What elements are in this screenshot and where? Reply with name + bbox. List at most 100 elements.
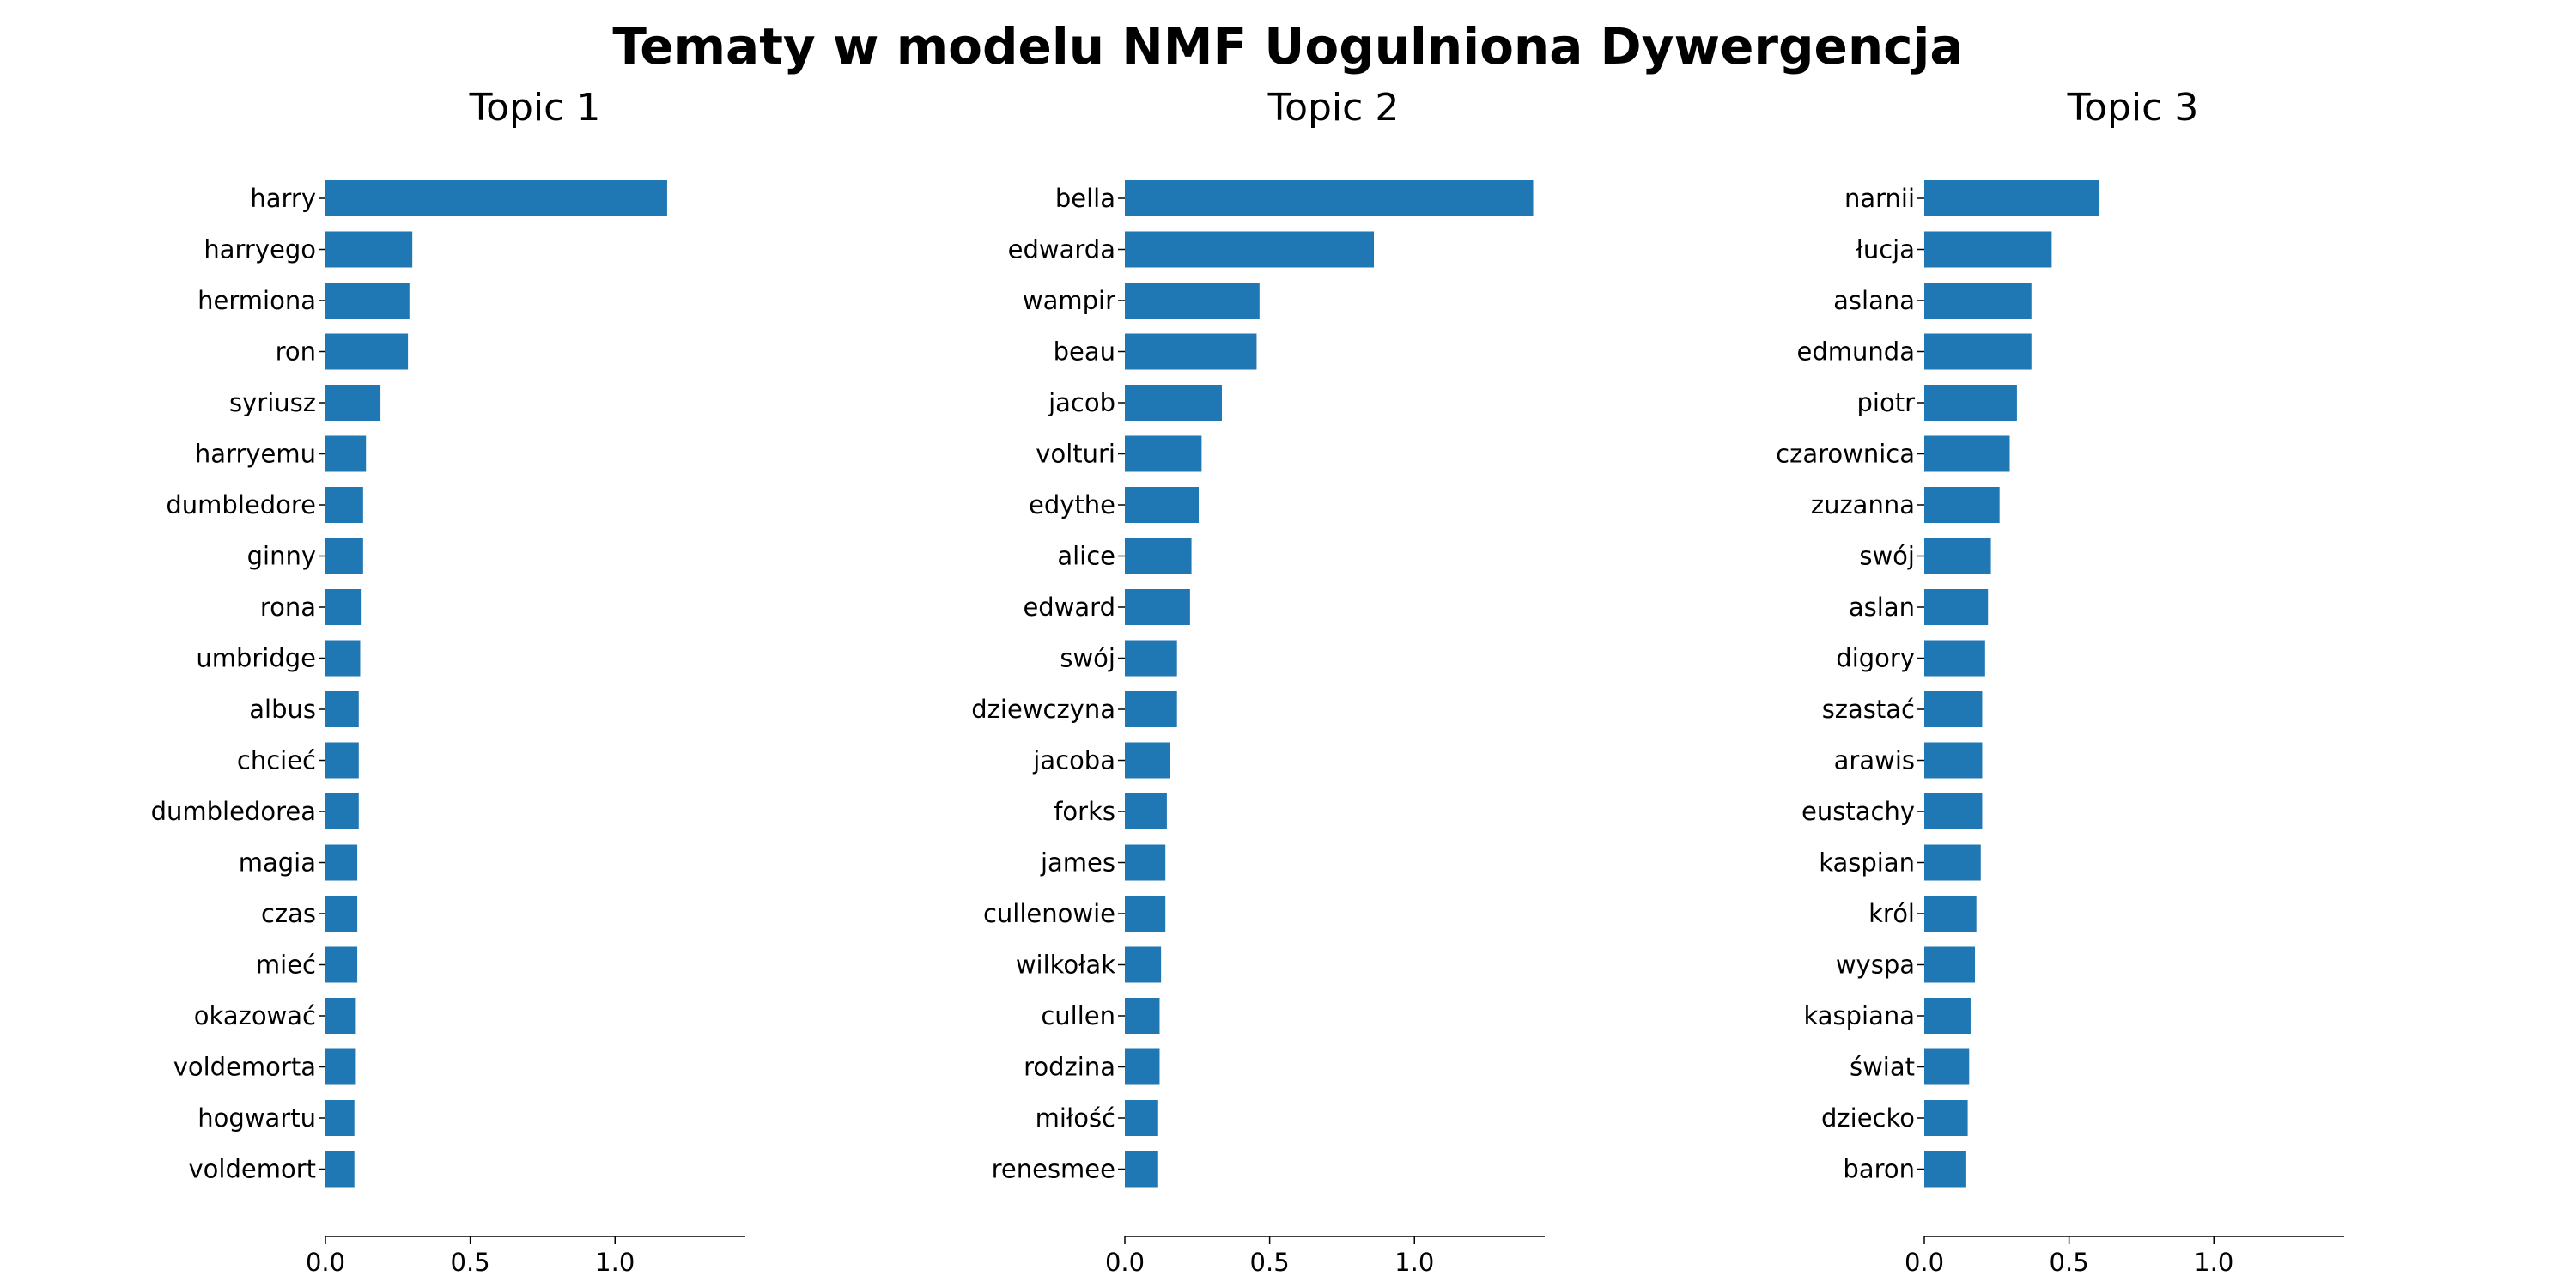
- category-label-topic-3-13: kaspian: [1819, 848, 1915, 878]
- category-label-topic-1-14: czas: [261, 899, 316, 928]
- category-label-topic-2-15: wilkołak: [1016, 951, 1115, 980]
- bar-topic-3-16: [1924, 998, 1971, 1034]
- category-label-topic-3-2: aslana: [1833, 286, 1915, 315]
- category-label-topic-2-10: dziewczyna: [971, 695, 1115, 724]
- bar-topic-1-17: [325, 1048, 356, 1085]
- category-label-topic-3-15: wyspa: [1836, 951, 1915, 980]
- category-label-topic-2-18: miłość: [1036, 1103, 1115, 1133]
- bar-topic-2-1: [1125, 231, 1375, 268]
- bar-topic-1-7: [325, 538, 363, 574]
- bar-topic-2-15: [1125, 946, 1162, 983]
- bar-topic-2-5: [1125, 435, 1202, 472]
- category-label-topic-2-19: renesmee: [992, 1155, 1115, 1184]
- category-label-topic-1-2: hermiona: [197, 286, 316, 315]
- bar-topic-1-0: [325, 180, 667, 216]
- category-label-topic-1-17: voldemorta: [173, 1053, 316, 1082]
- category-label-topic-3-9: digory: [1836, 644, 1915, 673]
- bar-topic-2-16: [1125, 998, 1160, 1034]
- category-label-topic-1-16: okazować: [194, 1001, 316, 1030]
- x-tick-label-topic-1-1: 0.5: [451, 1248, 490, 1277]
- bar-topic-2-7: [1125, 538, 1192, 574]
- bar-topic-1-14: [325, 896, 358, 932]
- bar-topic-1-12: [325, 793, 359, 829]
- x-tick-label-topic-2-2: 1.0: [1394, 1248, 1434, 1277]
- category-label-topic-3-10: szastać: [1822, 695, 1915, 724]
- bar-topic-3-14: [1924, 896, 1977, 932]
- bar-topic-3-2: [1924, 283, 2032, 319]
- category-label-topic-2-7: alice: [1057, 542, 1115, 571]
- bar-topic-2-12: [1125, 793, 1167, 829]
- category-label-topic-1-12: dumbledorea: [151, 797, 316, 826]
- category-label-topic-2-1: edwarda: [1008, 235, 1115, 264]
- bar-topic-2-18: [1125, 1100, 1158, 1136]
- panel-topic-1: Topic 1 harry harryego hermiona ron syriusz h…: [151, 86, 745, 1277]
- bar-topic-1-15: [325, 946, 358, 983]
- x-tick-label-topic-2-0: 0.0: [1105, 1248, 1145, 1277]
- category-label-topic-3-7: swój: [1859, 542, 1915, 571]
- category-label-topic-1-1: harryego: [204, 235, 316, 264]
- category-label-topic-3-12: eustachy: [1801, 797, 1915, 826]
- bar-topic-1-6: [325, 487, 363, 523]
- category-label-topic-2-6: edythe: [1029, 490, 1115, 519]
- category-label-topic-2-9: swój: [1060, 644, 1115, 673]
- category-label-topic-1-10: albus: [249, 695, 316, 724]
- category-label-topic-2-8: edward: [1023, 592, 1115, 622]
- category-label-topic-2-17: rodzina: [1024, 1053, 1115, 1082]
- bar-topic-3-17: [1924, 1048, 1970, 1085]
- bar-topic-2-8: [1125, 589, 1190, 625]
- category-label-topic-1-15: mieć: [256, 951, 316, 980]
- bar-topic-1-3: [325, 333, 409, 370]
- bar-topic-2-3: [1125, 333, 1257, 370]
- category-label-topic-2-14: cullenowie: [983, 899, 1115, 928]
- category-label-topic-1-13: magia: [239, 848, 316, 878]
- category-label-topic-3-16: kaspiana: [1803, 1001, 1915, 1030]
- category-label-topic-2-16: cullen: [1041, 1001, 1115, 1030]
- bar-topic-1-11: [325, 742, 359, 779]
- category-label-topic-3-19: baron: [1843, 1155, 1915, 1184]
- bar-topic-3-11: [1924, 742, 1983, 779]
- bar-topic-3-6: [1924, 487, 2000, 523]
- bar-topic-2-17: [1125, 1048, 1160, 1085]
- category-label-topic-3-14: król: [1868, 899, 1915, 928]
- category-label-topic-3-6: zuzanna: [1811, 490, 1915, 519]
- category-label-topic-3-17: świat: [1850, 1053, 1915, 1082]
- bar-topic-3-19: [1924, 1151, 1966, 1188]
- category-label-topic-3-18: dziecko: [1821, 1103, 1915, 1133]
- bar-topic-3-4: [1924, 385, 2017, 421]
- category-label-topic-2-4: jacob: [1048, 388, 1115, 417]
- bar-topic-3-1: [1924, 231, 2052, 268]
- bar-topic-2-13: [1125, 844, 1166, 881]
- bar-topic-1-4: [325, 385, 381, 421]
- bar-topic-1-1: [325, 231, 413, 268]
- chart-title: Tematy w modelu NMF Uogulniona Dywergenc…: [612, 17, 1964, 76]
- x-tick-label-topic-3-1: 0.5: [2050, 1248, 2089, 1277]
- category-label-topic-1-4: syriusz: [229, 388, 316, 417]
- bar-topic-3-18: [1924, 1100, 1968, 1136]
- bar-topic-1-8: [325, 589, 362, 625]
- category-label-topic-2-5: volturi: [1036, 440, 1115, 469]
- category-label-topic-3-4: piotr: [1856, 388, 1915, 417]
- bar-topic-2-10: [1125, 691, 1177, 727]
- bar-topic-1-19: [325, 1151, 355, 1188]
- bar-topic-2-4: [1125, 385, 1222, 421]
- panel-topic-3: Topic 3 narnii łucja aslana edmunda piotr cza…: [1776, 86, 2344, 1277]
- category-label-topic-3-5: czarownica: [1776, 440, 1915, 469]
- bar-topic-1-13: [325, 844, 358, 881]
- bar-topic-2-0: [1125, 180, 1534, 216]
- bar-topic-2-11: [1125, 742, 1170, 779]
- category-label-topic-1-9: umbridge: [196, 644, 316, 673]
- bar-topic-2-14: [1125, 896, 1166, 932]
- category-label-topic-1-7: ginny: [247, 542, 316, 571]
- bar-topic-3-9: [1924, 640, 1985, 677]
- bar-topic-3-12: [1924, 793, 1983, 829]
- bar-topic-1-16: [325, 998, 356, 1034]
- category-label-topic-1-6: dumbledore: [166, 490, 316, 519]
- x-tick-label-topic-3-0: 0.0: [1905, 1248, 1944, 1277]
- category-label-topic-1-11: chcieć: [237, 746, 316, 775]
- bar-topic-2-9: [1125, 640, 1177, 677]
- category-label-topic-1-5: harryemu: [195, 440, 316, 469]
- bar-topic-3-13: [1924, 844, 1981, 881]
- bar-topic-3-3: [1924, 333, 2032, 370]
- category-label-topic-2-12: forks: [1054, 797, 1115, 826]
- bar-topic-3-7: [1924, 538, 1991, 574]
